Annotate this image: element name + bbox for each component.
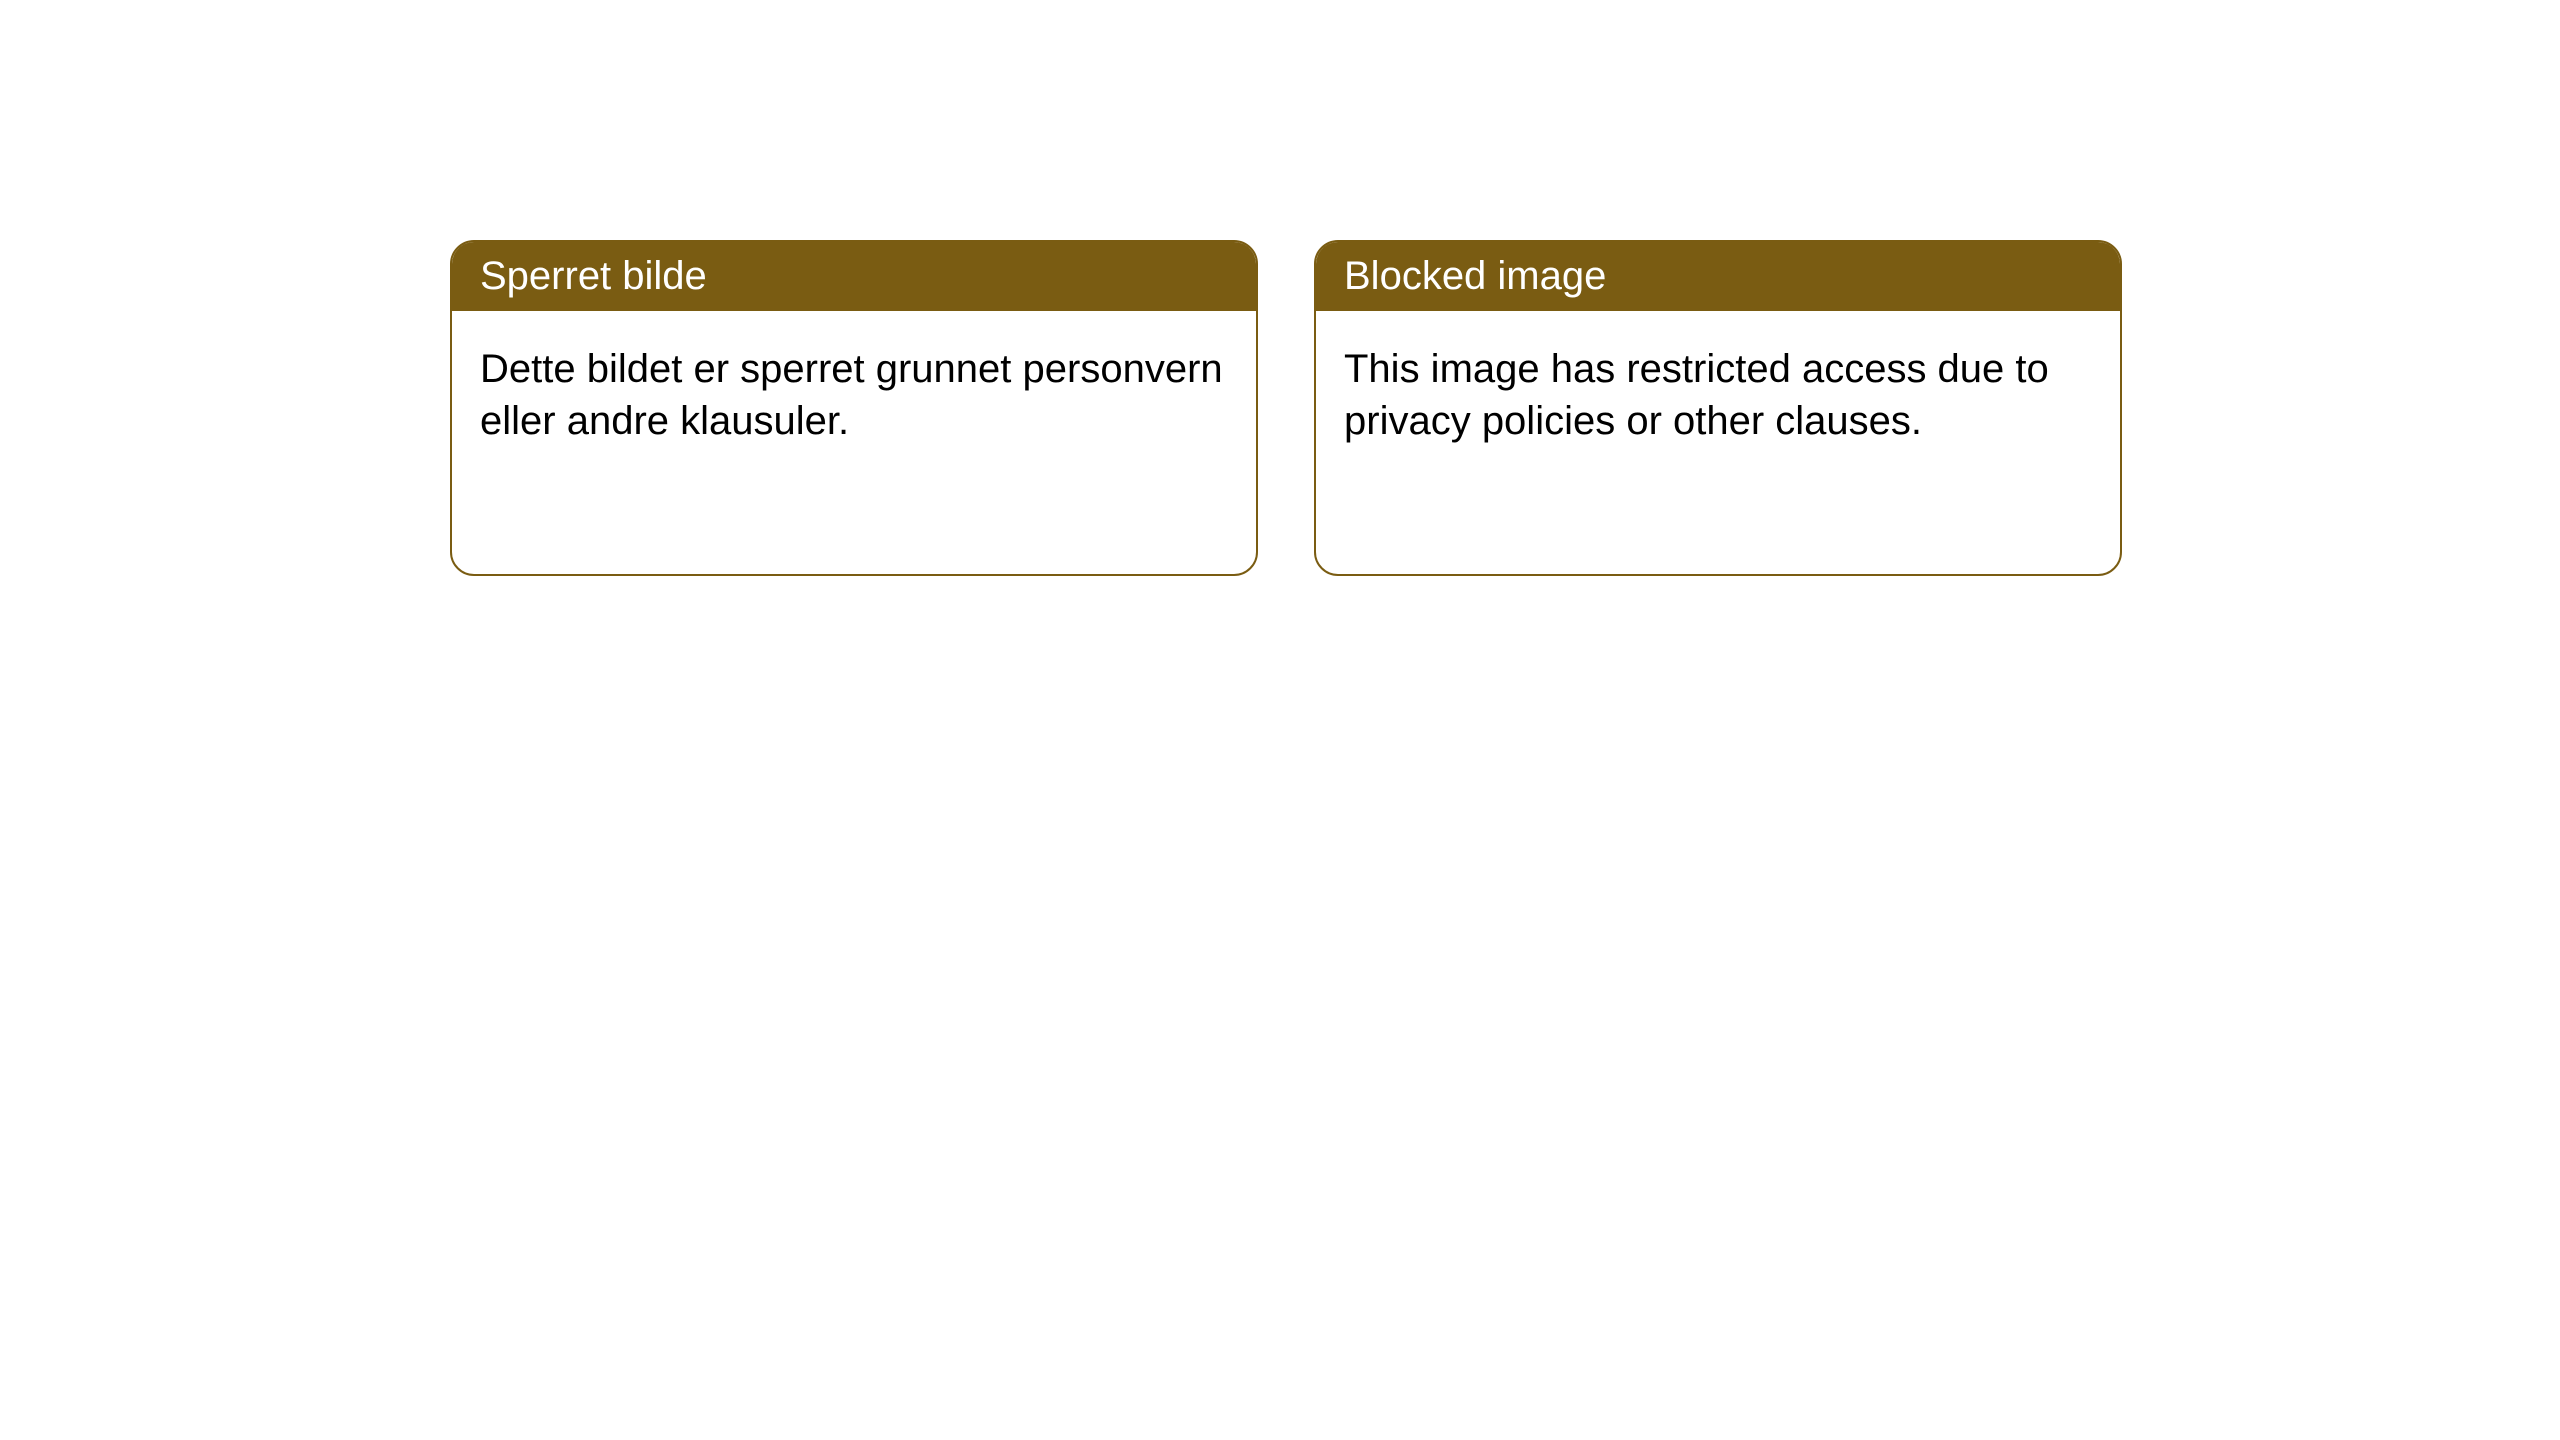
card-header-text: Blocked image — [1344, 254, 1606, 298]
card-body-text: Dette bildet er sperret grunnet personve… — [480, 347, 1223, 443]
card-header-text: Sperret bilde — [480, 254, 707, 298]
card-body: This image has restricted access due to … — [1316, 311, 2120, 479]
notice-container: Sperret bilde Dette bildet er sperret gr… — [0, 0, 2560, 576]
card-body-text: This image has restricted access due to … — [1344, 347, 2049, 443]
card-body: Dette bildet er sperret grunnet personve… — [452, 311, 1256, 479]
card-header: Sperret bilde — [452, 242, 1256, 311]
notice-card-english: Blocked image This image has restricted … — [1314, 240, 2122, 576]
notice-card-norwegian: Sperret bilde Dette bildet er sperret gr… — [450, 240, 1258, 576]
card-header: Blocked image — [1316, 242, 2120, 311]
